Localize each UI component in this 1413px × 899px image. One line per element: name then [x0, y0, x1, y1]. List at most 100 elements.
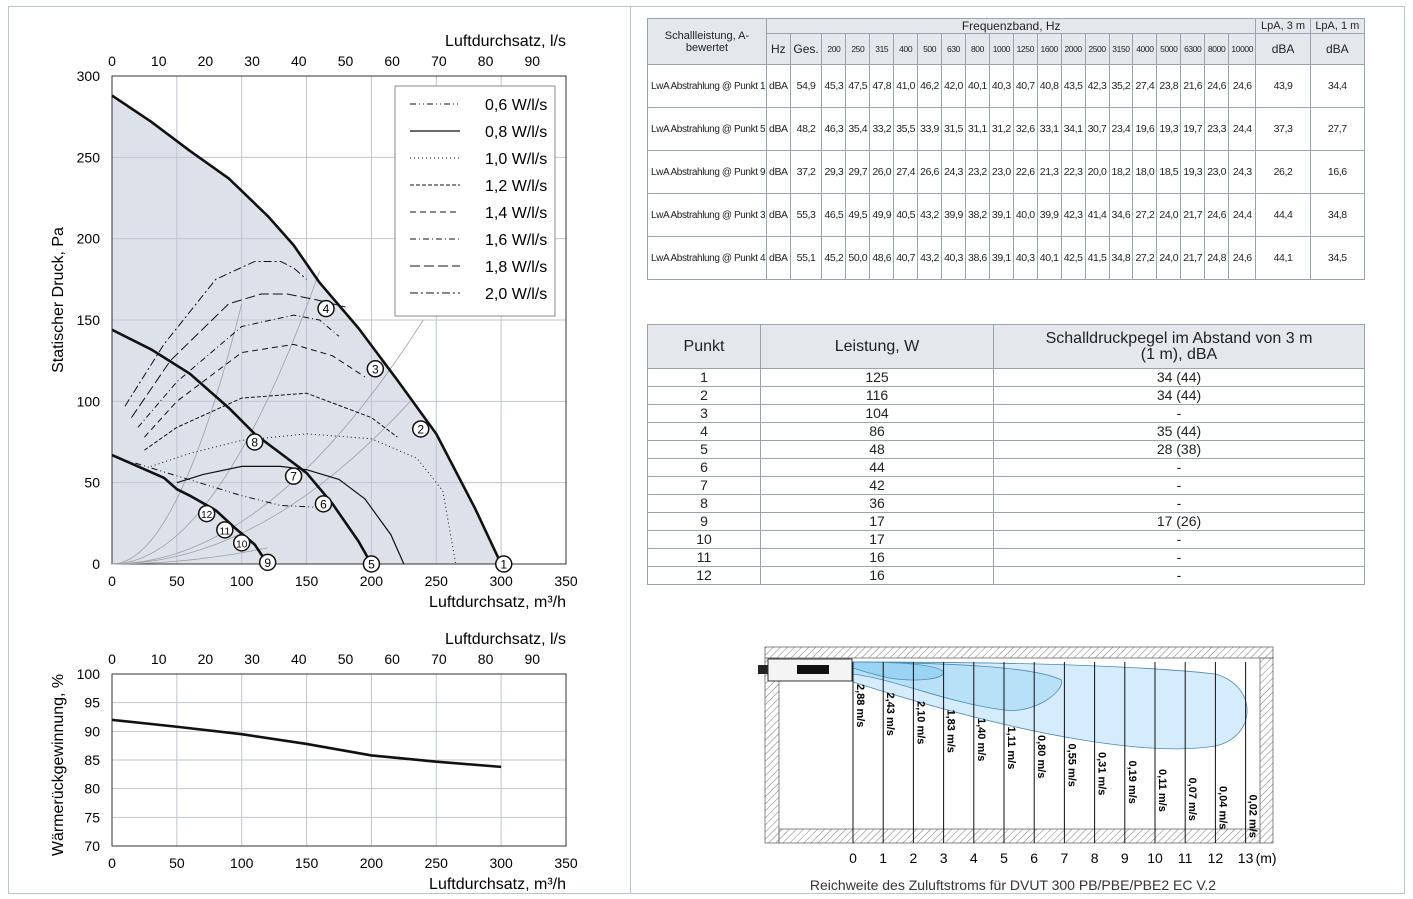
table-cell: 34,6 — [1108, 193, 1134, 237]
page-frame — [8, 6, 1405, 894]
power-table: Punkt Leistung, W Schalldruckpegel im Ab… — [647, 324, 1365, 585]
legend-label: 1,2 W/l/s — [485, 178, 547, 195]
x-tick-label: 250 — [425, 573, 449, 589]
table-cell: 48,2 — [789, 107, 823, 151]
legend-label: 1,0 W/l/s — [485, 151, 547, 168]
table-cell: 16 — [760, 566, 994, 585]
table-cell: 11 — [647, 548, 761, 567]
table-cell: 16,6 — [1309, 150, 1366, 194]
table-cell: 40,1 — [964, 64, 990, 108]
table-cell: dBA — [766, 64, 791, 108]
table-cell: 46,3 — [821, 107, 847, 151]
fan-curve — [111, 328, 373, 565]
y-tick-label: 75 — [84, 809, 100, 825]
table-cell: 44 — [760, 458, 994, 477]
table-row: 7 42- — [647, 476, 1365, 495]
pressure-chart: 0 50 100 150 200 250 300 3500501001502002503000… — [50, 33, 578, 611]
point-label: 11 — [220, 526, 231, 537]
x2-tick-label: 90 — [524, 651, 540, 667]
table-cell: 24,6 — [1204, 64, 1230, 108]
table-cell: 26,0 — [869, 150, 895, 194]
plot-frame — [111, 673, 567, 847]
table-cell: 19,3 — [1156, 107, 1182, 151]
table-cell: 55,3 — [789, 193, 823, 237]
power-curve-5 — [144, 343, 366, 438]
table-cell: 39,1 — [988, 236, 1014, 280]
y-axis-title: Wärmerückgewinnung, % — [50, 674, 67, 856]
table-cell: 34,5 — [1309, 236, 1366, 280]
point-marker — [366, 360, 385, 378]
table-cell: 24,0 — [1156, 193, 1182, 237]
point-marker — [317, 299, 335, 318]
x2-tick-label: 80 — [478, 53, 494, 69]
x-tick-label: 200 — [360, 855, 384, 871]
point-marker — [232, 534, 251, 552]
subheader-cell: Ges. — [789, 33, 823, 65]
table-cell: 27,2 — [1132, 193, 1158, 237]
legend-label: 1,8 W/l/s — [485, 259, 547, 276]
table-cell: - — [993, 566, 1365, 585]
table-cell: 2 — [647, 386, 761, 405]
point-marker — [197, 504, 216, 523]
table-cell: 16 — [760, 548, 994, 567]
point-marker — [258, 553, 277, 572]
table-cell: 43,2 — [917, 193, 943, 237]
table-cell: 38,6 — [964, 236, 990, 280]
left-wall — [764, 657, 780, 844]
distance-tick-label: 13 — [1238, 850, 1254, 866]
x-tick-label: 100 — [230, 855, 254, 871]
duct-stub — [758, 665, 768, 674]
subheader-cell: 800 — [964, 33, 990, 65]
table-cell: 21,7 — [1180, 193, 1206, 237]
table-cell: 40,0 — [1012, 193, 1038, 237]
table-cell: dBA — [766, 150, 791, 194]
x2-tick-label: 70 — [431, 53, 447, 69]
table-cell: 31,5 — [941, 107, 966, 151]
table-cell: 42,5 — [1060, 236, 1086, 280]
x-tick-label: 150 — [295, 855, 319, 871]
subheader-cell: 2000 — [1060, 33, 1086, 65]
table-cell: - — [993, 530, 1365, 549]
table-cell: 8 — [647, 494, 761, 513]
point-label: 4 — [323, 302, 330, 316]
subheader-cell: 315 — [869, 33, 895, 65]
x2-tick-label: 70 — [431, 651, 447, 667]
point-label: 3 — [372, 362, 379, 376]
velocity-label: 2,43 m/s — [884, 693, 896, 736]
distance-tick-label: 12 — [1208, 850, 1224, 866]
legend-label: 0,6 W/l/s — [485, 97, 547, 114]
table-cell: 43,2 — [917, 236, 943, 280]
table-row: 11 16- — [647, 548, 1365, 567]
heat-recovery-chart: 0 50 100 150 200 250 300 350 70 75 80 85 90 95 100 0 10 2… — [50, 631, 578, 892]
subheader-cell: 8000 — [1204, 33, 1230, 65]
x2-axis-title: Luftdurchsatz, l/s — [445, 33, 566, 50]
table-cell: 24,8 — [1204, 236, 1230, 280]
system-curve — [111, 319, 424, 565]
table-cell: 48,6 — [869, 236, 895, 280]
table-cell: 7 — [647, 476, 761, 495]
y-axis-title: Statischer Druck, Pa — [50, 227, 67, 373]
table-cell: 4 — [647, 422, 761, 441]
table-cell: 24,3 — [941, 150, 966, 194]
table-cell: 28 (38) — [993, 440, 1365, 459]
table-cell: 17 — [760, 530, 994, 549]
subheader-cell: 1000 — [988, 33, 1014, 65]
ceiling-wall — [764, 646, 1274, 659]
x-tick-label: 250 — [425, 855, 449, 871]
plume-inner — [852, 661, 945, 681]
point-label: 7 — [290, 470, 297, 484]
point-marker — [362, 555, 381, 573]
table-row: LwA Abstrahlung @ Punkt 5 dBA 48,2 46,3 35,4… — [647, 107, 1366, 151]
table-cell: 39,1 — [988, 193, 1014, 237]
table-cell: 35,4 — [845, 107, 871, 151]
right-wall — [1259, 657, 1274, 844]
x-tick-label: 350 — [554, 855, 578, 871]
x2-tick-label: 20 — [198, 651, 214, 667]
table-cell: - — [993, 476, 1365, 495]
table-cell: - — [993, 494, 1365, 513]
table-cell: 31,2 — [988, 107, 1014, 151]
table-cell: dBA — [766, 107, 791, 151]
point-marker — [245, 433, 264, 451]
table-cell: 54,9 — [789, 64, 823, 108]
table-cell: 35,2 — [1108, 64, 1134, 108]
